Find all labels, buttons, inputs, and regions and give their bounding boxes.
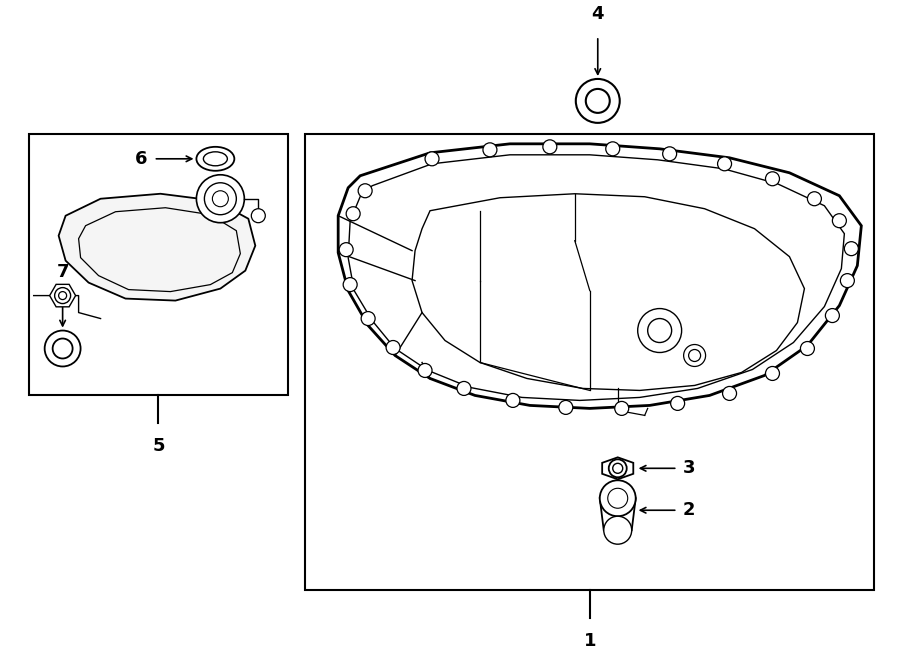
Circle shape: [599, 481, 635, 516]
Circle shape: [212, 191, 229, 207]
Circle shape: [358, 184, 372, 198]
Circle shape: [606, 142, 620, 156]
Circle shape: [766, 366, 779, 381]
Circle shape: [670, 397, 685, 410]
Polygon shape: [338, 144, 861, 408]
Circle shape: [604, 516, 632, 544]
Circle shape: [425, 152, 439, 166]
Circle shape: [343, 278, 357, 292]
Circle shape: [457, 381, 471, 395]
Circle shape: [576, 79, 620, 123]
Text: 5: 5: [152, 438, 165, 455]
Bar: [29, 134, 288, 395]
Polygon shape: [599, 498, 635, 530]
Text: 1: 1: [583, 632, 596, 650]
Text: 4: 4: [591, 5, 604, 23]
Circle shape: [55, 288, 70, 303]
Circle shape: [506, 393, 520, 407]
Circle shape: [825, 309, 840, 323]
Circle shape: [608, 459, 626, 477]
Circle shape: [723, 387, 736, 401]
Circle shape: [543, 140, 557, 154]
Circle shape: [52, 338, 73, 358]
Circle shape: [346, 207, 360, 221]
Bar: [305, 134, 874, 590]
Text: 3: 3: [682, 459, 695, 477]
Circle shape: [766, 172, 779, 186]
Circle shape: [196, 175, 244, 223]
Circle shape: [841, 274, 854, 288]
Circle shape: [844, 242, 859, 256]
Circle shape: [45, 330, 81, 366]
Circle shape: [807, 192, 822, 206]
Circle shape: [613, 463, 623, 473]
Circle shape: [662, 147, 677, 161]
Text: 7: 7: [57, 262, 69, 281]
Circle shape: [684, 344, 706, 366]
Circle shape: [386, 340, 400, 354]
Polygon shape: [58, 194, 256, 301]
Circle shape: [717, 157, 732, 171]
Polygon shape: [602, 457, 634, 479]
Circle shape: [483, 143, 497, 157]
Circle shape: [586, 89, 609, 113]
Circle shape: [204, 183, 237, 215]
Polygon shape: [50, 284, 76, 307]
Circle shape: [608, 488, 627, 508]
Ellipse shape: [203, 152, 228, 166]
Text: 6: 6: [135, 150, 148, 168]
Circle shape: [418, 364, 432, 377]
Circle shape: [361, 311, 375, 325]
Circle shape: [615, 401, 629, 415]
Ellipse shape: [196, 147, 234, 171]
Circle shape: [832, 214, 846, 227]
Circle shape: [800, 342, 814, 356]
Circle shape: [559, 401, 572, 414]
Circle shape: [648, 319, 671, 342]
Circle shape: [58, 292, 67, 299]
Circle shape: [688, 350, 700, 362]
Circle shape: [339, 243, 353, 256]
Circle shape: [638, 309, 681, 352]
Text: 2: 2: [682, 501, 695, 520]
Circle shape: [251, 209, 266, 223]
